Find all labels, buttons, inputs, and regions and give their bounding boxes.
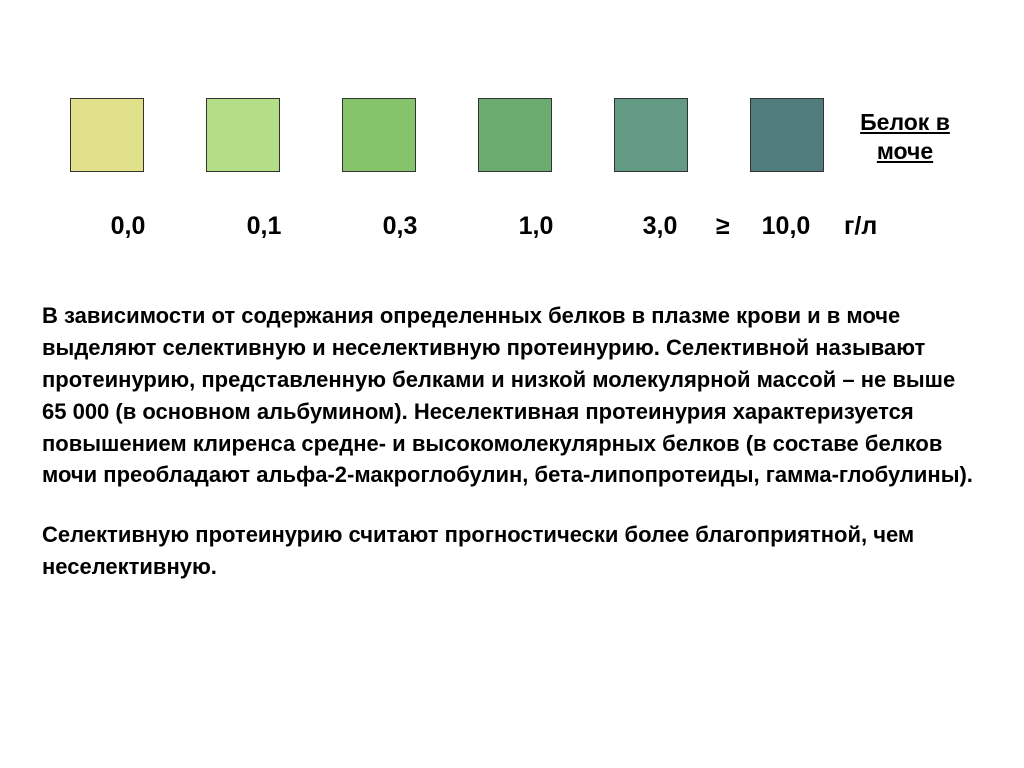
title-line-1: Белок в xyxy=(860,109,950,135)
page: Белок в моче 0,0 0,1 0,3 1,0 3,0 ≥ 10,0 … xyxy=(0,0,1024,768)
scale-label-4: 3,0 xyxy=(604,212,716,241)
swatch-0 xyxy=(70,98,144,172)
title-line-2: моче xyxy=(877,138,933,164)
swatch-5 xyxy=(750,98,824,172)
swatch-2 xyxy=(342,98,416,172)
scale-label-1: 0,1 xyxy=(196,212,332,241)
swatch-1 xyxy=(206,98,280,172)
scale-comparator: ≥ xyxy=(716,212,746,241)
scale-label-5: 10,0 xyxy=(746,212,826,241)
swatch-3 xyxy=(478,98,552,172)
paragraph-2: Селективную протеинурию считают прогност… xyxy=(42,519,982,583)
scale-labels-row: 0,0 0,1 0,3 1,0 3,0 ≥ 10,0 г/л xyxy=(60,212,924,241)
scale-title: Белок в моче xyxy=(840,108,970,166)
paragraph-1: В зависимости от содержания определенных… xyxy=(42,300,982,491)
scale-label-0: 0,0 xyxy=(60,212,196,241)
body-text: В зависимости от содержания определенных… xyxy=(42,300,982,611)
scale-label-3: 1,0 xyxy=(468,212,604,241)
swatch-4 xyxy=(614,98,688,172)
scale-unit: г/л xyxy=(826,212,924,241)
scale-label-2: 0,3 xyxy=(332,212,468,241)
color-scale-row xyxy=(70,98,824,172)
